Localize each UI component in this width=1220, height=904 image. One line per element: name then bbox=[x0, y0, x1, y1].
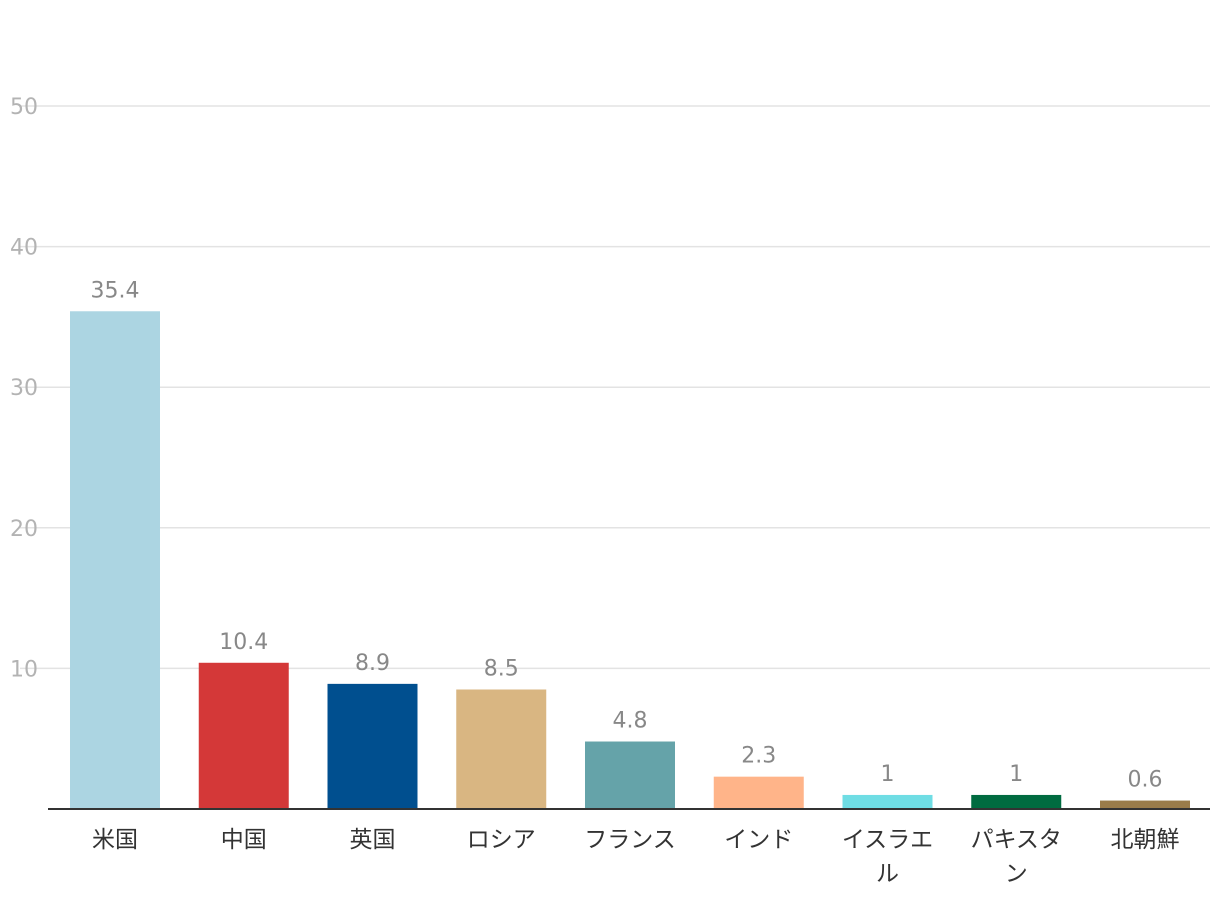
bar-value-label: 4.8 bbox=[613, 709, 648, 734]
data-labels: 35.4 10.4 8.9 8.5 4.8 2.3 1 1 0.6 bbox=[91, 278, 1163, 792]
bar bbox=[713, 776, 804, 809]
category-label: イスラエル bbox=[842, 827, 933, 887]
y-tick-label: 50 bbox=[10, 95, 38, 120]
bar-value-label: 0.6 bbox=[1128, 768, 1163, 793]
bar bbox=[842, 794, 933, 809]
bars bbox=[70, 311, 1190, 809]
bar bbox=[585, 741, 675, 809]
bar-value-label: 2.3 bbox=[741, 744, 776, 769]
bar bbox=[198, 662, 289, 809]
category-label: 中国 bbox=[221, 827, 267, 853]
y-tick-label: 20 bbox=[10, 517, 38, 542]
y-axis-ticks: 10 20 30 40 50 bbox=[10, 95, 38, 682]
category-label: ロシア bbox=[467, 827, 536, 853]
category-label: パキスタン bbox=[971, 827, 1062, 887]
bar bbox=[327, 683, 418, 809]
category-label: 米国 bbox=[92, 827, 138, 853]
bar-value-label: 1 bbox=[881, 762, 895, 787]
bar bbox=[1100, 800, 1190, 809]
gridlines bbox=[20, 105, 1210, 670]
bar-value-label: 8.9 bbox=[355, 651, 390, 676]
bar-value-label: 1 bbox=[1009, 762, 1023, 787]
bar-value-label: 35.4 bbox=[91, 278, 140, 303]
category-label: インド bbox=[724, 827, 793, 853]
bar-value-label: 10.4 bbox=[219, 630, 268, 655]
y-tick-label: 40 bbox=[10, 236, 38, 261]
bar bbox=[70, 311, 160, 809]
bar bbox=[456, 689, 547, 809]
category-label: 北朝鮮 bbox=[1111, 827, 1180, 853]
bar-value-label: 8.5 bbox=[484, 656, 519, 681]
bar bbox=[971, 794, 1062, 809]
category-label: 英国 bbox=[350, 827, 396, 853]
y-tick-label: 30 bbox=[10, 376, 38, 401]
y-tick-label: 10 bbox=[10, 657, 38, 682]
category-label: フランス bbox=[584, 827, 676, 853]
